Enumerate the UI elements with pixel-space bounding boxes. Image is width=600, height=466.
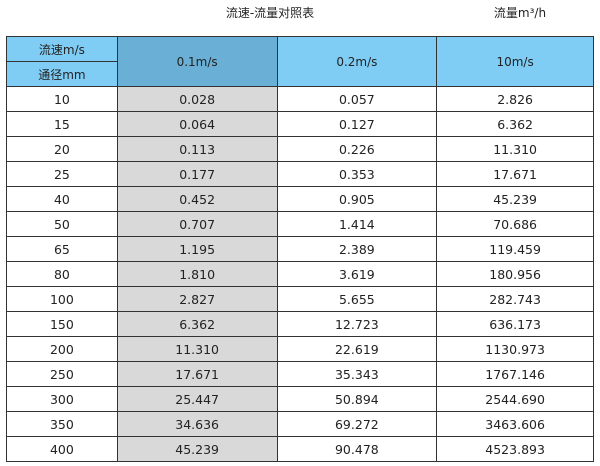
- flow-cell: 70.686: [436, 211, 594, 237]
- table-row: 65 1.195 2.389 119.459: [6, 236, 594, 262]
- flow-table: 流速m/s 0.1m/s 0.2m/s 10m/s 通径mm 10 0.028 0.…: [6, 36, 594, 462]
- flow-cell: 0.707: [116, 211, 278, 237]
- flow-cell: 0.028: [116, 86, 278, 112]
- flow-cell: 69.272: [276, 411, 438, 437]
- flow-cell: 0.226: [276, 136, 438, 162]
- flow-cell: 282.743: [436, 286, 594, 312]
- flow-cell: 25.447: [116, 386, 278, 412]
- table-row: 10 0.028 0.057 2.826: [6, 86, 594, 112]
- flow-cell: 90.478: [276, 436, 438, 462]
- flow-cell: 0.127: [276, 111, 438, 137]
- flow-cell: 1130.973: [436, 336, 594, 362]
- flow-cell: 0.057: [276, 86, 438, 112]
- flow-cell: 1.414: [276, 211, 438, 237]
- table-row: 50 0.707 1.414 70.686: [6, 211, 594, 237]
- flow-cell: 45.239: [436, 186, 594, 212]
- flow-cell: 0.064: [116, 111, 278, 137]
- flow-cell: 0.177: [116, 161, 278, 187]
- flow-cell: 1.810: [116, 261, 278, 287]
- flow-cell: 180.956: [436, 261, 594, 287]
- diameter-cell: 50: [6, 211, 118, 237]
- table-row: 80 1.810 3.619 180.956: [6, 261, 594, 287]
- flow-cell: 4523.893: [436, 436, 594, 462]
- flow-cell: 6.362: [436, 111, 594, 137]
- flow-cell: 34.636: [116, 411, 278, 437]
- flow-cell: 2.827: [116, 286, 278, 312]
- flow-cell: 0.113: [116, 136, 278, 162]
- column-header: 10m/s: [436, 36, 594, 87]
- diameter-cell: 40: [6, 186, 118, 212]
- flow-cell: 5.655: [276, 286, 438, 312]
- table-row: 150 6.362 12.723 636.173: [6, 311, 594, 337]
- table-row: 15 0.064 0.127 6.362: [6, 111, 594, 137]
- diameter-cell: 350: [6, 411, 118, 437]
- flow-cell: 119.459: [436, 236, 594, 262]
- table-row: 300 25.447 50.894 2544.690: [6, 386, 594, 412]
- diameter-header: 通径mm: [6, 61, 118, 87]
- flow-cell: 3.619: [276, 261, 438, 287]
- column-header: 0.1m/s: [116, 36, 278, 87]
- velocity-header: 流速m/s: [6, 36, 118, 62]
- diameter-cell: 100: [6, 286, 118, 312]
- flow-cell: 1.195: [116, 236, 278, 262]
- diameter-cell: 25: [6, 161, 118, 187]
- flow-cell: 1767.146: [436, 361, 594, 387]
- flow-cell: 636.173: [436, 311, 594, 337]
- table-row: 25 0.177 0.353 17.671: [6, 161, 594, 187]
- unit-label: 流量m³/h: [493, 6, 547, 20]
- table-row: 40 0.452 0.905 45.239: [6, 186, 594, 212]
- diameter-cell: 250: [6, 361, 118, 387]
- table-row: 250 17.671 35.343 1767.146: [6, 361, 594, 387]
- diameter-cell: 20: [6, 136, 118, 162]
- flow-cell: 35.343: [276, 361, 438, 387]
- diameter-cell: 15: [6, 111, 118, 137]
- flow-cell: 0.353: [276, 161, 438, 187]
- flow-cell: 11.310: [116, 336, 278, 362]
- flow-cell: 45.239: [116, 436, 278, 462]
- column-header: 0.2m/s: [276, 36, 438, 87]
- diameter-cell: 65: [6, 236, 118, 262]
- flow-cell: 6.362: [116, 311, 278, 337]
- diameter-cell: 200: [6, 336, 118, 362]
- flow-cell: 3463.606: [436, 411, 594, 437]
- diameter-cell: 10: [6, 86, 118, 112]
- table-row: 100 2.827 5.655 282.743: [6, 286, 594, 312]
- flow-cell: 2.826: [436, 86, 594, 112]
- flow-cell: 2.389: [276, 236, 438, 262]
- flow-cell: 12.723: [276, 311, 438, 337]
- diameter-cell: 300: [6, 386, 118, 412]
- diameter-cell: 400: [6, 436, 118, 462]
- flow-cell: 0.452: [116, 186, 278, 212]
- flow-cell: 50.894: [276, 386, 438, 412]
- diameter-cell: 80: [6, 261, 118, 287]
- diameter-cell: 150: [6, 311, 118, 337]
- flow-cell: 2544.690: [436, 386, 594, 412]
- table-row: 200 11.310 22.619 1130.973: [6, 336, 594, 362]
- table-row: 400 45.239 90.478 4523.893: [6, 436, 594, 462]
- table-row: 350 34.636 69.272 3463.606: [6, 411, 594, 437]
- flow-cell: 22.619: [276, 336, 438, 362]
- flow-cell: 17.671: [436, 161, 594, 187]
- table-row: 20 0.113 0.226 11.310: [6, 136, 594, 162]
- flow-cell: 11.310: [436, 136, 594, 162]
- table-title: 流速-流量对照表: [225, 6, 315, 20]
- flow-cell: 17.671: [116, 361, 278, 387]
- flow-cell: 0.905: [276, 186, 438, 212]
